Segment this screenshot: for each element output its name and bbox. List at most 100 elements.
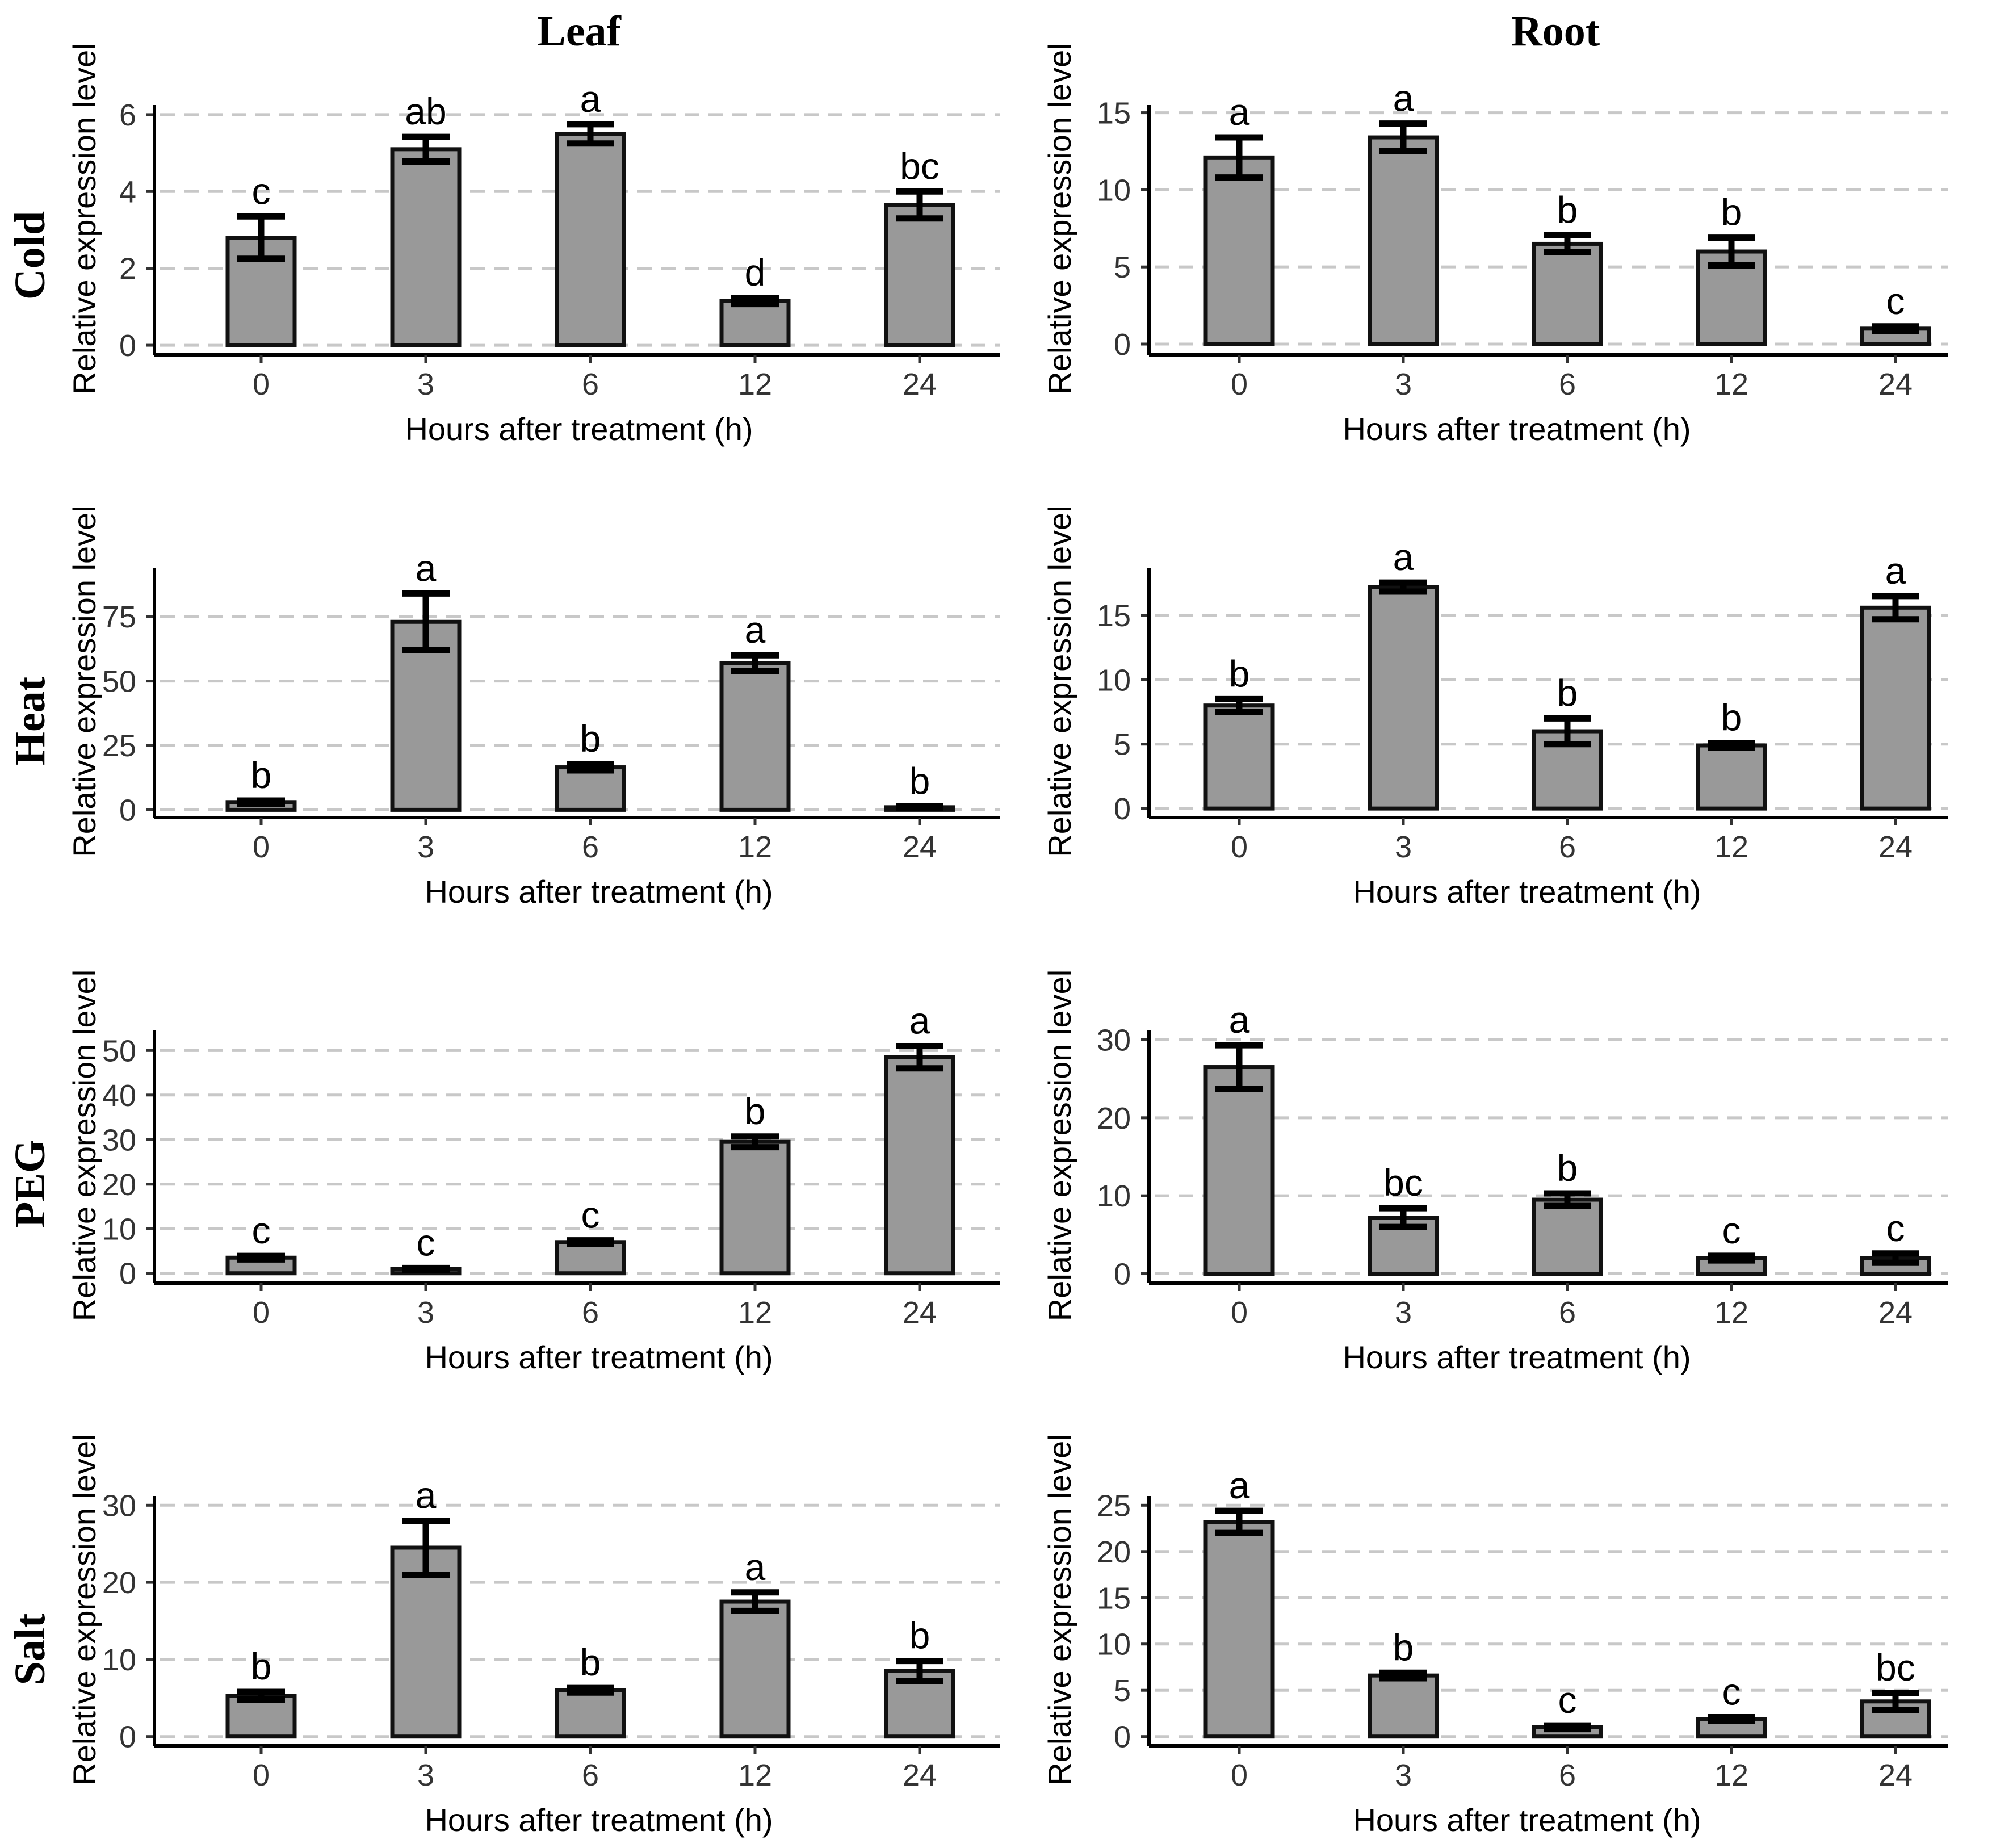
significance-letter: c [1886,1207,1905,1249]
x-tick-label: 0 [253,830,270,864]
significance-letter: a [1393,536,1414,578]
x-axis-title: Hours after treatment (h) [405,411,753,447]
bar [1532,241,1603,346]
significance-letter: c [1558,1679,1577,1721]
x-tick-label: 6 [582,1758,599,1792]
significance-letter: c [1886,280,1905,322]
bar [1696,743,1767,811]
y-tick-label: 0 [119,1257,136,1291]
y-axis-title: Relative expression level [1042,43,1077,394]
panel-peg-root: 0 10 20 30 a 0 bc 3 b 6 c 12 c 24 Hours after treatmen… [1042,970,1948,1375]
panel-salt-root: 0 5 10 15 20 25 a 0 b 3 c 6 c 12 bc 24 Hours after treat… [1042,1434,1948,1838]
bar [884,1055,955,1276]
significance-letter: b [1557,189,1578,231]
bar [555,765,626,812]
significance-letter: c [1722,1670,1741,1712]
x-tick-label: 24 [903,830,937,864]
y-tick-label: 10 [1097,1628,1131,1662]
y-axis-title: Relative expression level [1042,970,1077,1321]
y-axis-title: Relative expression level [66,1434,102,1785]
x-tick-label: 12 [738,367,772,401]
bar [1368,135,1439,346]
bar [1203,1065,1275,1276]
y-tick-label: 15 [1097,97,1131,131]
y-tick-label: 0 [119,793,136,827]
y-tick-label: 5 [1114,1674,1131,1708]
y-tick-label: 30 [102,1489,136,1523]
y-axis-title: Relative expression level [1042,1434,1077,1785]
y-tick-label: 5 [1114,728,1131,762]
y-tick-label: 75 [102,600,136,634]
x-tick-label: 0 [253,1296,270,1330]
significance-letter: ab [405,90,446,132]
significance-letter: a [745,609,766,651]
significance-letter: b [580,718,601,760]
x-tick-label: 3 [1395,830,1412,864]
significance-letter: bc [900,145,940,187]
x-tick-label: 0 [253,1758,270,1792]
bar [719,1599,791,1739]
bar [1203,1520,1275,1739]
significance-letter: b [251,1645,272,1687]
bar [1532,1197,1603,1276]
x-tick-label: 24 [903,1296,937,1330]
y-tick-label: 10 [102,1643,136,1677]
col-title-leaf: Leaf [537,7,622,55]
x-tick-label: 0 [1231,1758,1248,1792]
significance-letter: a [416,1474,437,1516]
significance-letter: a [1229,999,1250,1041]
x-tick-label: 0 [1231,1296,1248,1330]
x-tick-label: 24 [1878,1296,1913,1330]
significance-letter: c [417,1221,435,1263]
significance-letter: a [745,1546,766,1588]
x-axis-title: Hours after treatment (h) [1353,1802,1701,1838]
x-tick-label: 6 [582,830,599,864]
x-tick-label: 6 [1559,1296,1576,1330]
bar [1203,703,1275,811]
y-axis-title: Relative expression level [1042,505,1077,857]
y-tick-label: 25 [1097,1489,1131,1523]
row-title-heat: Heat [6,677,54,765]
x-tick-label: 3 [417,367,434,401]
x-axis-title: Hours after treatment (h) [425,1802,773,1838]
bar [1203,155,1275,346]
y-tick-label: 30 [1097,1023,1131,1057]
y-tick-label: 15 [1097,599,1131,633]
y-tick-label: 0 [1114,328,1131,362]
y-tick-label: 20 [1097,1101,1131,1135]
significance-letter: a [909,999,930,1041]
x-tick-label: 0 [1231,830,1248,864]
x-tick-label: 24 [903,1758,937,1792]
x-tick-label: 12 [1714,830,1748,864]
significance-letter: a [580,78,601,120]
significance-letter: b [1557,1147,1578,1189]
x-tick-label: 24 [1878,367,1913,401]
x-tick-label: 3 [417,1296,434,1330]
x-tick-label: 24 [903,367,937,401]
bar [884,203,955,347]
panel-heat-leaf: 0 25 50 75 b 0 a 3 b 6 a 12 b 24 Hours after treatment… [66,505,1000,910]
x-tick-label: 6 [582,1296,599,1330]
y-tick-label: 20 [1097,1535,1131,1569]
x-axis-title: Hours after treatment (h) [1353,874,1701,910]
x-tick-label: 0 [1231,367,1248,401]
bar [555,1688,626,1739]
y-tick-label: 10 [1097,173,1131,207]
x-tick-label: 12 [738,1296,772,1330]
y-tick-label: 5 [1114,250,1131,284]
bar [555,132,626,347]
row-title-peg: PEG [6,1139,54,1228]
significance-letter: c [1722,1209,1741,1251]
bar [719,661,791,812]
x-tick-label: 6 [582,367,599,401]
y-tick-label: 6 [119,98,136,132]
panel-heat-root: 0 5 10 15 b 0 a 3 b 6 b 12 a 24 Hours after treatment … [1042,505,1948,910]
significance-letter: d [745,252,766,294]
x-tick-label: 3 [417,1758,434,1792]
y-tick-label: 0 [1114,792,1131,826]
x-tick-label: 6 [1559,367,1576,401]
significance-letter: b [909,1615,930,1657]
x-tick-label: 3 [1395,1758,1412,1792]
bar [719,299,791,347]
y-tick-label: 25 [102,729,136,763]
